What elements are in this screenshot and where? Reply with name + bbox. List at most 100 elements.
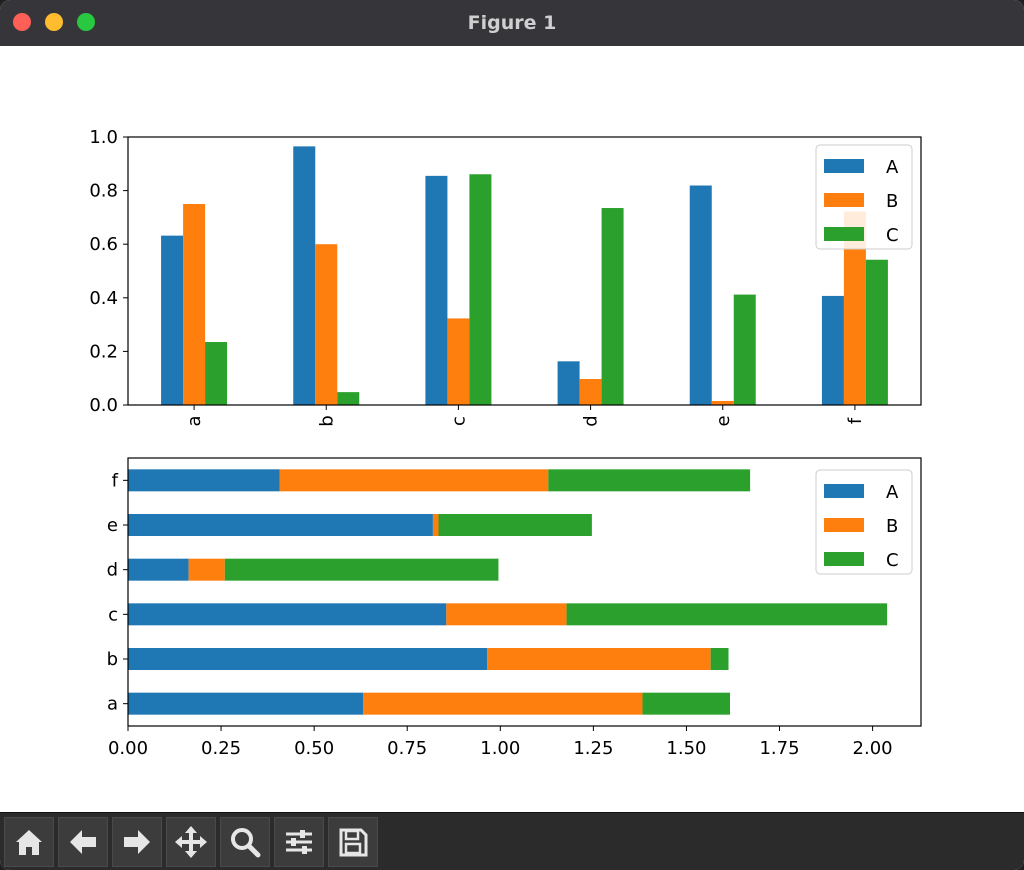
y-tick-label-b: b [107,649,118,670]
bar-B-c [447,318,470,405]
x-tick-label: 0.75 [387,738,427,759]
bar-C-f [865,259,888,405]
save-button[interactable] [328,817,378,867]
bar-C-a [205,342,228,405]
x-tick-label-a: a [184,415,205,426]
bar-A-a [161,235,184,405]
home-button[interactable] [4,817,54,867]
hbar-A-c [128,603,447,626]
bar-C-d [601,208,624,405]
hbar-C-a [642,692,731,715]
legend-swatch-C [824,227,864,241]
legend-label-A: A [886,482,899,503]
hbar-C-c [566,603,888,626]
hbar-A-f [128,469,280,492]
x-tick-label: 1.75 [759,738,799,759]
bottom-legend: ABC [815,469,913,575]
search-icon [231,828,261,858]
y-tick-label-a: a [107,694,118,715]
minimize-window-button[interactable] [45,13,63,31]
back-button[interactable] [58,817,108,867]
y-tick-label-e: e [107,515,118,536]
move-icon [175,826,207,858]
y-tick-label: 1.0 [89,127,118,148]
legend-swatch-A [824,159,864,173]
title-bar: Figure 1 [0,0,1024,47]
y-tick-label-d: d [107,560,118,581]
configure-subplots-button[interactable] [274,817,324,867]
legend-label-B: B [886,516,898,537]
x-tick-label-c: c [448,416,469,426]
hbar-A-e [128,514,433,536]
legend-label-C: C [886,225,899,246]
legend-swatch-C [824,552,864,566]
save-icon [339,828,368,857]
y-tick-label: 0.0 [89,395,118,416]
bar-C-e [733,294,756,405]
window-title: Figure 1 [467,12,557,34]
hbar-A-b [128,648,488,670]
pan-button[interactable] [166,817,216,867]
bar-A-b [293,146,316,405]
top-legend: ABC [815,144,913,250]
y-tick-label: 0.6 [89,234,118,255]
close-window-button[interactable] [13,13,31,31]
bar-B-b [315,244,338,405]
navigation-toolbar [0,812,1024,870]
forward-button[interactable] [112,817,162,867]
legend-label-C: C [886,550,899,571]
bar-B-d [579,379,602,405]
bar-A-f [821,295,844,405]
x-tick-label: 0.00 [108,738,148,759]
hbar-B-c [446,603,567,626]
bar-A-c [425,175,448,405]
x-tick-label: 0.25 [201,738,241,759]
x-tick-label-e: e [713,415,734,426]
legend-swatch-A [824,484,864,498]
x-tick-label-f: f [845,417,866,424]
legend-label-A: A [886,157,899,178]
legend-swatch-B [824,193,864,207]
x-tick-label-b: b [316,415,337,426]
y-tick-label-f: f [112,470,119,491]
bar-C-b [337,392,360,405]
zoom-button[interactable] [220,817,270,867]
hbar-B-d [188,558,225,581]
bar-A-d [557,361,580,405]
top-axes-frame [127,136,922,406]
home-icon [16,830,42,855]
x-tick-label: 2.00 [853,738,893,759]
maximize-window-button[interactable] [77,13,95,31]
sliders-icon [286,830,312,854]
hbar-C-e [438,514,592,536]
x-tick-label-d: d [581,415,602,426]
hbar-B-b [487,648,711,670]
x-tick-label: 1.50 [666,738,706,759]
hbar-C-d [224,558,499,581]
legend-label-B: B [886,191,898,212]
hbar-B-a [363,692,643,715]
legend-swatch-B [824,518,864,532]
y-tick-label: 0.4 [89,288,118,309]
x-tick-label: 0.50 [294,738,334,759]
bottom-axes-frame [127,457,922,727]
bar-A-e [689,185,712,405]
hbar-B-e [432,514,439,536]
bar-B-e [711,400,734,405]
hbar-C-f [548,469,751,492]
x-tick-label: 1.00 [480,738,520,759]
arrow-left-icon [70,830,96,854]
hbar-C-b [710,648,729,670]
y-tick-label-c: c [108,604,118,625]
x-tick-label: 1.25 [573,738,613,759]
hbar-A-a [128,692,364,715]
hbar-A-d [128,558,189,581]
arrow-right-icon [124,830,150,854]
y-tick-label: 0.8 [89,181,118,202]
y-tick-label: 0.2 [89,341,118,362]
bar-B-f [843,211,866,405]
bar-C-c [469,174,492,405]
